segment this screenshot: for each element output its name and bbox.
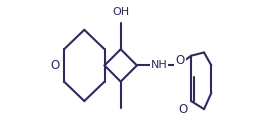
Text: NH: NH xyxy=(151,60,167,70)
Text: O: O xyxy=(50,59,59,72)
Text: O: O xyxy=(179,103,188,116)
Text: O: O xyxy=(175,54,185,67)
Text: OH: OH xyxy=(112,7,129,17)
